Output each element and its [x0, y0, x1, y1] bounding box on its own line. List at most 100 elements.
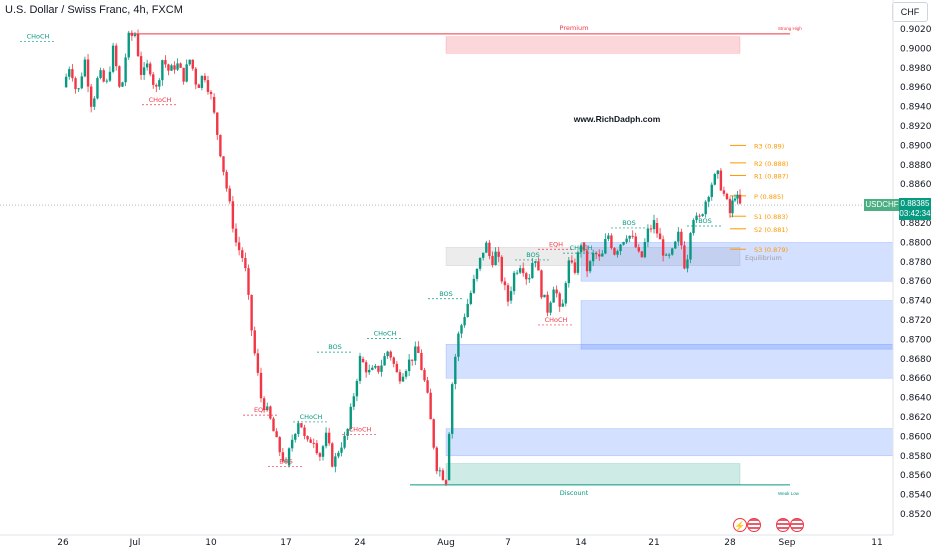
candle-body [567, 260, 571, 284]
candle-body [463, 317, 466, 326]
candle-body [725, 193, 729, 200]
discount-label: Discount [560, 489, 589, 497]
candle-body [698, 215, 701, 217]
candle-body [582, 242, 586, 251]
us-flag-icon[interactable] [747, 518, 761, 532]
candle-body [564, 283, 567, 304]
candle-body [616, 251, 619, 255]
candle-body [142, 67, 146, 75]
candle-body [728, 199, 732, 214]
pivot-label: R2 (0.888) [754, 160, 788, 168]
candle-body [534, 261, 537, 264]
candle-body [441, 470, 445, 481]
candle-body [689, 233, 692, 260]
candle-body [228, 188, 231, 202]
candle-body [625, 238, 628, 243]
candle-body [515, 272, 519, 274]
candle-body [278, 437, 281, 453]
structure-label: BOS [328, 343, 342, 351]
candle-body [139, 56, 143, 75]
candle-body [435, 447, 438, 472]
candle-body [93, 98, 96, 107]
candle-body [494, 251, 497, 266]
candle-body [253, 330, 256, 354]
candles-layer [64, 29, 742, 487]
candle-body [343, 435, 346, 448]
candle-body [130, 32, 134, 37]
candle-body [209, 91, 213, 95]
candle-body [491, 256, 494, 266]
candle-body [321, 446, 325, 457]
candle-body [398, 372, 402, 382]
zone-box [580, 300, 894, 350]
candle-body [426, 380, 429, 393]
candle-body [573, 262, 577, 273]
candle-body [414, 346, 417, 361]
x-tick-label: Jul [129, 538, 141, 548]
candle-body [219, 134, 222, 157]
chart-title: U.S. Dollar / Swiss Franc, 4h, FXCM [5, 4, 183, 16]
candle-body [392, 357, 395, 364]
candle-body [610, 235, 613, 249]
x-tick-label: 26 [57, 538, 69, 548]
candle-body [506, 285, 510, 302]
candle-body [509, 291, 513, 301]
candle-body [145, 63, 149, 68]
candle-body [683, 245, 686, 269]
structure-label: BOS [622, 219, 636, 227]
pivot-label: P (0.885) [754, 193, 784, 201]
candle-body [423, 370, 426, 381]
pivot-label: R3 (0.89) [754, 142, 784, 150]
candle-body [558, 293, 561, 307]
candle-body [619, 244, 622, 252]
candle-body [364, 362, 368, 373]
last-price-value: 0.88385 [900, 199, 930, 208]
pivot-label: S3 (0.879) [754, 246, 788, 254]
us-flag-icon[interactable] [776, 518, 790, 532]
candle-body [331, 443, 334, 467]
candle-body [222, 156, 225, 172]
candle-body [677, 231, 680, 242]
candle-body [522, 268, 525, 274]
x-tick-label: 28 [724, 538, 736, 548]
lightning-icon[interactable]: ⚡ [733, 518, 747, 532]
candle-body [225, 171, 228, 189]
candle-body [170, 65, 173, 71]
candle-body [118, 66, 121, 87]
candle-body [74, 78, 77, 90]
candle-body [368, 369, 371, 373]
candle-body [287, 448, 291, 466]
candle-body [275, 431, 278, 438]
candle-body [525, 273, 528, 280]
candle-body [692, 220, 695, 234]
candle-body [102, 70, 105, 82]
candle-body [485, 242, 488, 253]
structure-label: CHoCH [149, 96, 172, 104]
candle-body [640, 251, 644, 258]
structure-label: BOS [698, 217, 712, 225]
candle-body [488, 242, 491, 257]
candle-body [337, 452, 340, 457]
candle-body [707, 196, 710, 202]
candle-body [374, 365, 377, 368]
structure-label: EQH [254, 406, 268, 414]
candle-body [371, 367, 374, 370]
candle-body [512, 272, 516, 292]
candle-body [234, 228, 238, 243]
candle-body [318, 453, 322, 457]
candle-body [105, 80, 109, 82]
candle-body [454, 356, 457, 385]
pivot-label: R1 (0.887) [754, 172, 788, 180]
us-flag-icon[interactable] [790, 518, 804, 532]
candle-body [290, 439, 294, 449]
candle-body [121, 82, 124, 87]
candle-body [736, 194, 739, 199]
